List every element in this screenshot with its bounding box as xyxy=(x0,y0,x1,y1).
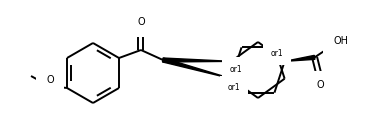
Polygon shape xyxy=(285,55,315,61)
Text: or1: or1 xyxy=(230,65,243,74)
Text: O: O xyxy=(317,80,324,90)
Text: or1: or1 xyxy=(228,83,241,92)
Text: O: O xyxy=(137,17,145,27)
Text: O: O xyxy=(46,75,54,85)
Text: or1: or1 xyxy=(270,49,283,58)
Polygon shape xyxy=(163,58,231,79)
Polygon shape xyxy=(163,58,231,62)
Text: OH: OH xyxy=(333,36,348,46)
